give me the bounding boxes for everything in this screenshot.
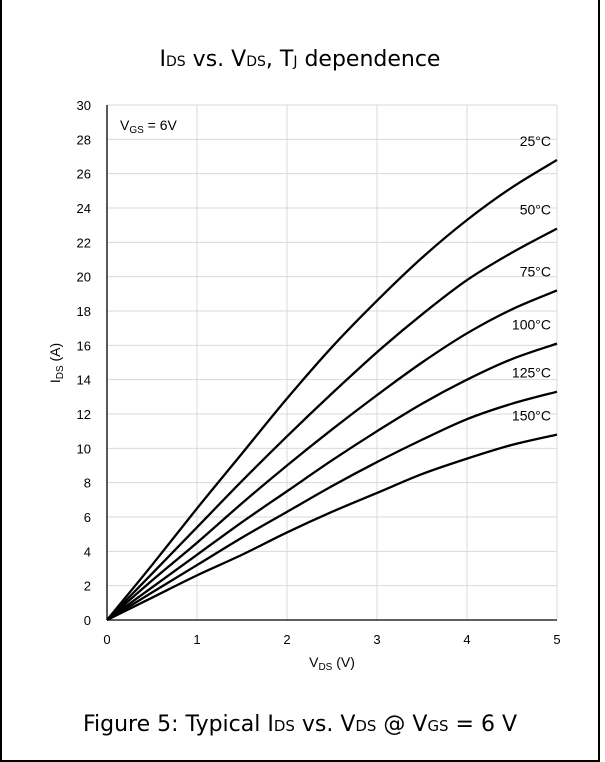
series-label: 150°C <box>512 408 551 424</box>
y-tick-label: 28 <box>77 132 91 147</box>
figure-caption: Figure 5: Typical IDS vs. VDS @ VGS = 6 … <box>82 712 517 737</box>
y-tick-label: 4 <box>84 544 91 559</box>
x-tick-label: 2 <box>283 632 290 647</box>
y-tick-label: 14 <box>77 373 91 388</box>
y-tick-label: 0 <box>84 613 91 628</box>
series-label: 50°C <box>520 202 551 218</box>
y-tick-label: 12 <box>77 407 91 422</box>
x-tick-label: 4 <box>463 632 470 647</box>
series-label: 100°C <box>512 317 551 333</box>
series-line <box>106 342 558 621</box>
chart: IDS vs. VDS, TJ dependence 0 1 2 3 4 50246810… <box>47 47 561 673</box>
series-label: 125°C <box>512 365 551 381</box>
y-tick-label: 22 <box>77 235 91 250</box>
y-tick-label: 24 <box>77 201 91 216</box>
x-axis-label: VDS (V) <box>309 654 355 673</box>
x-tick-label: 3 <box>373 632 380 647</box>
series-line <box>106 390 558 621</box>
series-line <box>106 433 558 622</box>
series-line <box>106 158 558 621</box>
series-line <box>106 227 558 621</box>
x-tick-label: 1 <box>193 632 200 647</box>
series-labels: 25°C 50°C 75°C 100°C 125°C 150°C <box>512 133 551 424</box>
axes <box>106 105 557 621</box>
series-lines <box>106 158 558 622</box>
series-label: 25°C <box>520 133 551 149</box>
y-tick-label: 8 <box>84 476 91 491</box>
y-tick-label: 2 <box>84 579 91 594</box>
vgs-annotation: VGS = 6V <box>120 117 178 136</box>
y-tick-label: 6 <box>84 510 91 525</box>
series-line <box>106 289 558 621</box>
x-tick-label: 5 <box>553 632 560 647</box>
x-tick-label: 0 <box>103 632 110 647</box>
y-tick-label: 16 <box>77 338 91 353</box>
gridlines <box>107 104 558 620</box>
y-tick-label: 20 <box>77 270 91 285</box>
series-label: 75°C <box>520 263 551 279</box>
y-axis-label: IDS (A) <box>47 343 66 383</box>
y-tick-label: 26 <box>77 167 91 182</box>
y-tick-label: 18 <box>77 304 91 319</box>
y-tick-label: 30 <box>77 98 91 113</box>
chart-title: IDS vs. VDS, TJ dependence <box>160 47 441 72</box>
y-tick-label: 10 <box>77 441 91 456</box>
